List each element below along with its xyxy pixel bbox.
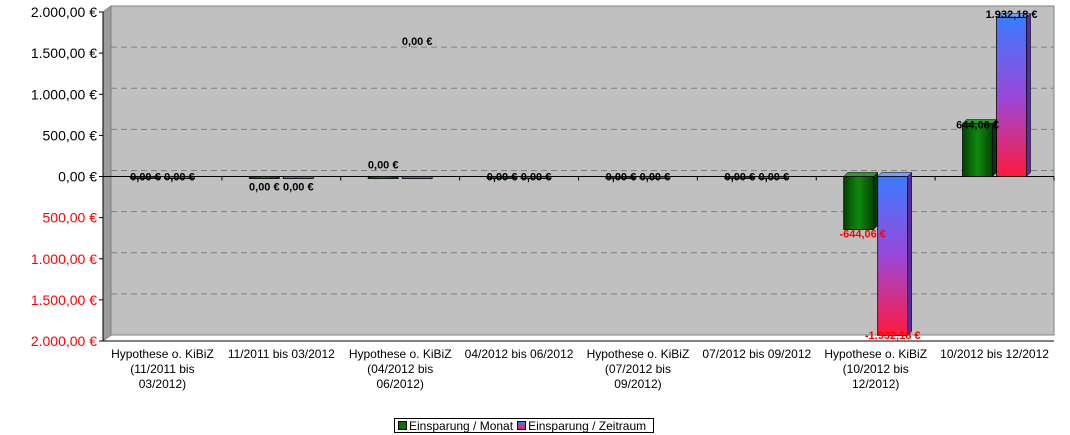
data-label: 1.932,18 €	[986, 9, 1038, 21]
data-label: 0,00 €	[521, 172, 552, 184]
bar-einsparung-monat	[248, 176, 280, 179]
bar-top	[877, 172, 913, 177]
x-tick-label: 04/2012 bis 06/2012	[465, 347, 574, 361]
bar-side	[873, 171, 878, 231]
data-label: 0,00 €	[606, 172, 637, 184]
y-tick-label: 500,00 €	[43, 210, 98, 226]
data-label: 0,00 €	[402, 36, 433, 48]
data-label: 0,00 €	[164, 172, 195, 184]
x-tick-label: 11/2011 bis 03/2012	[228, 347, 335, 361]
y-tick-label: 1.500,00 €	[31, 292, 97, 308]
data-label: 0,00 €	[487, 172, 518, 184]
x-tick-label: Hypothese o. KiBiZ (11/2011 bis 03/2012)	[111, 347, 214, 391]
y-tick-label: 1.000,00 €	[31, 86, 97, 102]
data-label: -1.932,18 €	[865, 330, 921, 342]
data-label: 0,00 €	[725, 172, 756, 184]
bar-einsparung-monat	[486, 176, 518, 179]
data-label: 644,06 €	[956, 120, 999, 132]
legend-swatch-series-2	[517, 421, 527, 430]
bar-einsparung-monat	[724, 176, 756, 179]
legend-label-series-1: Einsparung / Monat	[409, 418, 514, 433]
bar-einsparung-monat	[843, 176, 875, 230]
bar-einsparung-zeitraum	[401, 176, 433, 179]
data-label: 0,00 €	[283, 182, 314, 194]
data-label: -644,06 €	[839, 228, 885, 240]
legend-item-series-1: Einsparung / Monat	[398, 419, 513, 433]
chart-legend: Einsparung / Monat Einsparung / Zeitraum	[394, 418, 655, 433]
legend-item-series-2: Einsparung / Zeitraum	[517, 419, 646, 433]
y-tick-label: 500,00 €	[43, 127, 98, 143]
data-label: 0,00 €	[249, 182, 280, 194]
bar-einsparung-zeitraum	[877, 176, 909, 336]
bar-einsparung-zeitraum	[520, 176, 552, 179]
bar-top	[843, 172, 879, 177]
data-label: 0,00 €	[130, 172, 161, 184]
x-tick-label: Hypothese o. KiBiZ (10/2012 bis 12/2012)	[824, 347, 927, 391]
data-label: 0,00 €	[640, 172, 671, 184]
x-tick-label: Hypothese o. KiBiZ (04/2012 bis 06/2012)	[349, 347, 452, 391]
y-tick-label: 1.000,00 €	[31, 251, 97, 267]
bar-side	[907, 171, 912, 337]
bar-einsparung-monat	[130, 176, 161, 179]
y-tick-label: 2.000,00 €	[31, 4, 97, 20]
bar-einsparung-zeitraum	[639, 176, 671, 179]
data-label: 0,00 €	[759, 172, 790, 184]
y-tick-label: 1.500,00 €	[31, 45, 97, 61]
y-tick-label: 0,00 €	[58, 169, 97, 185]
legend-swatch-series-1	[398, 421, 407, 430]
y-tick-label: 2.000,00 €	[31, 333, 97, 349]
legend-label-series-2: Einsparung / Zeitraum	[528, 418, 647, 433]
bar-side	[1026, 12, 1031, 178]
x-tick-label: 07/2012 bis 09/2012	[702, 347, 811, 361]
bar-einsparung-zeitraum	[758, 176, 790, 179]
x-tick-label: 10/2012 bis 12/2012	[940, 347, 1049, 361]
plot-side-wall	[102, 5, 112, 342]
bar-einsparung-monat	[367, 176, 399, 179]
bar-einsparung-monat	[605, 176, 637, 179]
x-tick-label: Hypothese o. KiBiZ (07/2012 bis 09/2012)	[587, 347, 690, 391]
data-label: 0,00 €	[368, 160, 399, 172]
bar-einsparung-zeitraum	[996, 17, 1027, 177]
bar-einsparung-zeitraum	[164, 176, 195, 179]
bar-einsparung-monat	[962, 123, 993, 177]
bar-einsparung-zeitraum	[282, 176, 314, 179]
